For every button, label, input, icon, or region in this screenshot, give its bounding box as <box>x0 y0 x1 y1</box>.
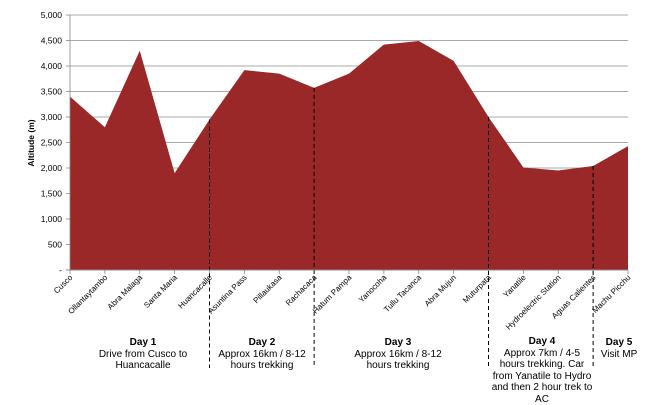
x-tick-label: Tullu Tacanca <box>382 273 423 314</box>
y-tick-label: - <box>59 265 62 275</box>
x-tick-label: Huancacalle <box>176 273 214 311</box>
y-axis-ticks: - 500 1,000 1,500 2,000 2,500 3,000 3,500 4,000 4… <box>41 10 70 275</box>
y-tick-label: 500 <box>48 240 62 250</box>
day-5-label: Day 5 Visit MP <box>596 337 642 360</box>
y-tick-label: 3,500 <box>41 87 63 97</box>
day-5-description: Visit MP <box>596 349 642 361</box>
x-tick-label: Yanocoha <box>357 273 389 305</box>
x-tick-label: Pillaukasa <box>252 273 285 306</box>
y-tick-label: 1,000 <box>41 214 63 224</box>
day-1-label: Day 1 Drive from Cusco to Huancacalle <box>78 337 208 372</box>
y-tick-label: 4,500 <box>41 36 63 46</box>
day-2-description: Approx 16km / 8-12 hours trekking <box>208 349 316 372</box>
day-3-title: Day 3 <box>330 337 466 349</box>
day-2-label: Day 2 Approx 16km / 8-12 hours trekking <box>208 337 316 372</box>
altitude-area <box>70 41 628 270</box>
day-5-title: Day 5 <box>596 337 642 349</box>
y-tick-label: 2,000 <box>41 163 63 173</box>
x-tick-label: Abra Malaga <box>106 273 145 312</box>
day-1-description: Drive from Cusco to Huancacalle <box>78 349 208 372</box>
day-3-description: Approx 16km / 8-12 hours trekking <box>330 349 466 372</box>
y-tick-label: 1,500 <box>41 189 63 199</box>
day-2-title: Day 2 <box>208 337 316 349</box>
y-tick-label: 2,500 <box>41 138 63 148</box>
x-tick-label: Yanatile <box>501 273 528 300</box>
day-4-label: Day 4 Approx 7km / 4-5 hours trekking. C… <box>486 336 598 405</box>
x-tick-label: Cusco <box>52 273 75 296</box>
y-tick-label: 3,000 <box>41 112 63 122</box>
day-4-title: Day 4 <box>486 336 598 348</box>
day-4-description: Approx 7km / 4-5 hours trekking. Car fro… <box>486 348 598 405</box>
x-tick-label: Santa Maria <box>142 273 179 310</box>
day-3-label: Day 3 Approx 16km / 8-12 hours trekking <box>330 337 466 372</box>
y-axis-label: Altitude (m) <box>26 119 36 166</box>
y-tick-label: 4,000 <box>41 61 63 71</box>
x-tick-label: Abra Mujun <box>423 273 458 308</box>
day-1-title: Day 1 <box>78 337 208 349</box>
y-tick-label: 5,000 <box>41 10 63 20</box>
